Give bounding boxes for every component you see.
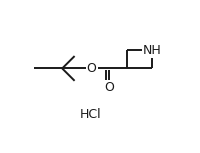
Text: NH: NH [143,44,161,57]
Text: O: O [104,81,114,94]
Text: O: O [87,62,97,75]
Text: HCl: HCl [79,108,101,121]
